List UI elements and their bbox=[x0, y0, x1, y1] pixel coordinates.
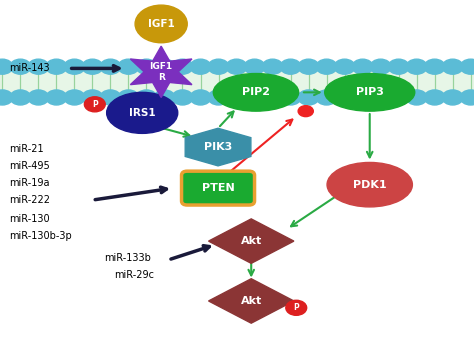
Circle shape bbox=[298, 59, 319, 74]
Text: miR-143: miR-143 bbox=[9, 63, 50, 74]
Circle shape bbox=[244, 90, 265, 105]
Circle shape bbox=[316, 59, 337, 74]
Ellipse shape bbox=[213, 74, 299, 111]
Circle shape bbox=[154, 59, 175, 74]
Circle shape bbox=[370, 90, 391, 105]
Circle shape bbox=[82, 59, 103, 74]
Circle shape bbox=[0, 59, 13, 74]
Ellipse shape bbox=[107, 92, 178, 133]
Circle shape bbox=[388, 90, 409, 105]
Text: miR-21: miR-21 bbox=[9, 144, 44, 154]
Circle shape bbox=[352, 59, 373, 74]
Circle shape bbox=[84, 97, 105, 112]
Circle shape bbox=[442, 90, 463, 105]
Circle shape bbox=[64, 59, 85, 74]
Circle shape bbox=[286, 300, 307, 315]
Circle shape bbox=[190, 59, 211, 74]
Circle shape bbox=[226, 59, 247, 74]
Text: miR-222: miR-222 bbox=[9, 195, 50, 205]
Circle shape bbox=[298, 106, 313, 117]
Circle shape bbox=[28, 59, 49, 74]
Circle shape bbox=[406, 90, 427, 105]
Circle shape bbox=[460, 59, 474, 74]
Text: Akt: Akt bbox=[241, 236, 262, 246]
Text: PIP2: PIP2 bbox=[242, 87, 270, 97]
Circle shape bbox=[280, 59, 301, 74]
Circle shape bbox=[135, 5, 187, 43]
Circle shape bbox=[226, 90, 247, 105]
Circle shape bbox=[334, 90, 355, 105]
Circle shape bbox=[316, 90, 337, 105]
Text: PIK3: PIK3 bbox=[204, 142, 232, 152]
Circle shape bbox=[154, 90, 175, 105]
Text: IGF1
R: IGF1 R bbox=[150, 62, 173, 81]
Circle shape bbox=[190, 90, 211, 105]
Circle shape bbox=[118, 59, 139, 74]
Circle shape bbox=[460, 90, 474, 105]
Circle shape bbox=[172, 59, 193, 74]
Text: miR-130b-3p: miR-130b-3p bbox=[9, 231, 72, 241]
Circle shape bbox=[46, 90, 67, 105]
Text: PIP3: PIP3 bbox=[356, 87, 383, 97]
Text: PTEN: PTEN bbox=[201, 183, 235, 193]
Circle shape bbox=[172, 90, 193, 105]
Circle shape bbox=[28, 90, 49, 105]
Text: IRS1: IRS1 bbox=[129, 108, 155, 118]
Circle shape bbox=[82, 90, 103, 105]
Circle shape bbox=[64, 90, 85, 105]
Circle shape bbox=[10, 90, 31, 105]
Circle shape bbox=[298, 90, 319, 105]
Circle shape bbox=[0, 90, 13, 105]
FancyBboxPatch shape bbox=[182, 171, 255, 205]
Text: IGF1: IGF1 bbox=[148, 19, 174, 29]
Text: P: P bbox=[293, 303, 299, 312]
Circle shape bbox=[244, 59, 265, 74]
Polygon shape bbox=[130, 46, 192, 97]
Circle shape bbox=[136, 90, 157, 105]
Circle shape bbox=[208, 59, 229, 74]
Polygon shape bbox=[185, 128, 251, 166]
Text: miR-29c: miR-29c bbox=[114, 270, 154, 280]
Circle shape bbox=[424, 59, 445, 74]
Text: P: P bbox=[92, 100, 98, 109]
Ellipse shape bbox=[325, 74, 415, 111]
Circle shape bbox=[388, 59, 409, 74]
Circle shape bbox=[370, 59, 391, 74]
Circle shape bbox=[10, 59, 31, 74]
Circle shape bbox=[424, 90, 445, 105]
Circle shape bbox=[208, 90, 229, 105]
Circle shape bbox=[46, 59, 67, 74]
Text: Akt: Akt bbox=[241, 296, 262, 306]
Circle shape bbox=[262, 90, 283, 105]
Circle shape bbox=[136, 59, 157, 74]
Circle shape bbox=[334, 59, 355, 74]
Circle shape bbox=[352, 90, 373, 105]
Circle shape bbox=[262, 59, 283, 74]
Circle shape bbox=[280, 90, 301, 105]
Text: PDK1: PDK1 bbox=[353, 180, 386, 190]
Circle shape bbox=[406, 59, 427, 74]
Text: miR-130: miR-130 bbox=[9, 214, 50, 224]
Circle shape bbox=[100, 59, 121, 74]
Polygon shape bbox=[209, 279, 294, 323]
Text: miR-133b: miR-133b bbox=[104, 253, 151, 263]
Circle shape bbox=[118, 90, 139, 105]
Text: miR-19a: miR-19a bbox=[9, 178, 50, 188]
Text: miR-495: miR-495 bbox=[9, 161, 50, 171]
Ellipse shape bbox=[327, 162, 412, 207]
Circle shape bbox=[442, 59, 463, 74]
Circle shape bbox=[100, 90, 121, 105]
Polygon shape bbox=[209, 219, 294, 263]
